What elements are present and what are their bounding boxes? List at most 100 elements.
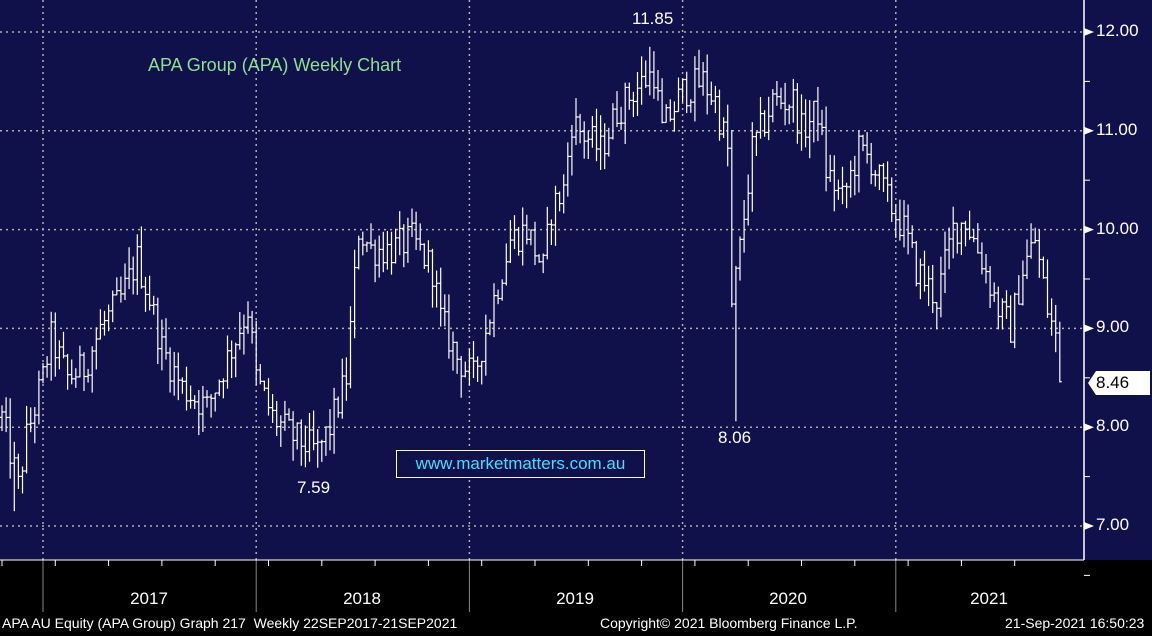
ohlc-bar bbox=[951, 206, 956, 259]
ohlc-bar bbox=[578, 113, 583, 144]
ohlc-bar bbox=[1033, 227, 1038, 244]
ohlc-bar bbox=[1037, 229, 1042, 278]
ohlc-bar bbox=[1004, 290, 1009, 319]
ohlc-bar bbox=[393, 228, 398, 264]
ohlc-bar bbox=[697, 49, 701, 88]
ohlc-bar bbox=[237, 312, 242, 350]
ohlc-bar bbox=[307, 412, 312, 462]
ohlc-bar bbox=[127, 247, 132, 290]
ohlc-bar bbox=[250, 310, 255, 344]
ohlc-bar bbox=[852, 155, 857, 196]
ohlc-bar bbox=[639, 56, 644, 105]
ohlc-bar bbox=[938, 256, 943, 318]
ohlc-bar bbox=[151, 295, 156, 315]
ohlc-bar bbox=[1000, 298, 1005, 330]
ohlc-bar bbox=[930, 264, 935, 314]
ohlc-bar bbox=[73, 368, 78, 388]
ohlc-bar bbox=[311, 410, 316, 451]
ohlc-bar bbox=[475, 356, 480, 382]
ohlc-bar bbox=[69, 359, 74, 385]
annotation-high: 11.85 bbox=[632, 9, 674, 28]
ohlc-bar bbox=[1025, 239, 1029, 280]
ohlc-bar bbox=[541, 253, 546, 274]
ohlc-bar bbox=[0, 405, 4, 432]
ohlc-bar bbox=[840, 166, 845, 205]
ohlc-bar bbox=[721, 117, 726, 138]
ohlc-bar bbox=[524, 214, 529, 245]
ohlc-bar bbox=[164, 318, 168, 360]
ohlc-bar bbox=[746, 174, 751, 226]
ohlc-bar bbox=[196, 390, 201, 436]
ohlc-bar bbox=[430, 248, 435, 308]
ohlc-bar bbox=[287, 408, 291, 421]
ohlc-bar bbox=[508, 220, 513, 263]
ohlc-bar bbox=[717, 89, 722, 141]
watermark-link[interactable]: www.marketmatters.com.au bbox=[396, 450, 645, 478]
ohlc-bar bbox=[373, 239, 378, 283]
ohlc-bar bbox=[205, 390, 209, 408]
annotation-low-2018: 7.59 bbox=[297, 478, 331, 497]
ohlc-bar bbox=[356, 235, 361, 270]
ohlc-bar bbox=[172, 351, 177, 396]
ohlc-bar bbox=[602, 123, 607, 170]
ohlc-bar bbox=[401, 224, 406, 268]
y-tick-label: 11.00 bbox=[1096, 120, 1138, 139]
ohlc-bar bbox=[959, 222, 964, 256]
ohlc-bar bbox=[118, 276, 123, 303]
ohlc-bar bbox=[885, 161, 890, 202]
ohlc-bar bbox=[811, 100, 816, 143]
ohlc-bar bbox=[1053, 304, 1058, 353]
ohlc-bar bbox=[381, 231, 386, 273]
ohlc-bar bbox=[549, 219, 554, 245]
ohlc-bar bbox=[270, 394, 275, 423]
ohlc-bar bbox=[787, 104, 792, 125]
footer-timestamp: 21-Sep-2021 16:50:23 bbox=[1005, 615, 1145, 631]
ohlc-bar bbox=[627, 82, 632, 110]
ohlc-bar bbox=[963, 220, 968, 247]
ohlc-bar bbox=[159, 319, 164, 371]
ohlc-bar bbox=[643, 60, 648, 88]
ohlc-bar bbox=[451, 331, 455, 371]
chart-title: APA Group (APA) Weekly Chart bbox=[148, 55, 402, 75]
y-tick-arrow bbox=[1084, 28, 1094, 36]
ohlc-bar bbox=[516, 226, 521, 256]
ohlc-bar bbox=[32, 407, 37, 444]
ohlc-bar bbox=[262, 380, 267, 392]
ohlc-bar bbox=[500, 279, 505, 301]
ohlc-bar bbox=[770, 89, 775, 123]
ohlc-bar bbox=[455, 341, 460, 374]
ohlc-bar bbox=[631, 91, 636, 118]
y-tick-arrow bbox=[1084, 324, 1094, 333]
ohlc-bar bbox=[1041, 256, 1046, 279]
ohlc-bar bbox=[713, 85, 718, 114]
ohlc-bar bbox=[877, 164, 882, 191]
ohlc-bar bbox=[947, 227, 952, 270]
x-tick-label: 2020 bbox=[769, 589, 807, 608]
ohlc-bar bbox=[377, 235, 382, 278]
ohlc-bar bbox=[36, 370, 41, 425]
ohlc-bar bbox=[979, 242, 984, 275]
ohlc-bar bbox=[799, 94, 804, 151]
ohlc-bar bbox=[615, 91, 619, 128]
ohlc-bar bbox=[856, 130, 861, 193]
y-tick-label: 10.00 bbox=[1096, 219, 1139, 238]
ohlc-bar bbox=[1029, 223, 1034, 259]
ohlc-bar bbox=[520, 207, 525, 266]
ohlc-bar bbox=[1045, 259, 1050, 318]
ohlc-bar bbox=[12, 441, 17, 512]
ohlc-bar bbox=[360, 231, 365, 256]
ohlc-bar bbox=[114, 277, 119, 296]
ohlc-bar bbox=[533, 221, 537, 266]
ohlc-bar bbox=[131, 256, 136, 295]
ohlc-bar bbox=[336, 396, 341, 418]
ohlc-bar bbox=[569, 124, 574, 176]
ohlc-bar bbox=[750, 122, 755, 212]
ohlc-bar bbox=[16, 453, 21, 489]
ohlc-bar bbox=[762, 110, 767, 137]
ohlc-bar bbox=[922, 250, 927, 292]
ohlc-bar bbox=[340, 358, 345, 419]
ohlc-bar bbox=[438, 267, 443, 327]
ohlc-bar bbox=[278, 415, 283, 447]
ohlc-bar bbox=[545, 206, 550, 260]
